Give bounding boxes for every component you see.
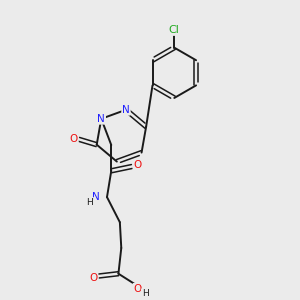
Text: H: H [142, 289, 148, 298]
Text: O: O [89, 273, 98, 283]
Text: N: N [98, 114, 105, 124]
Text: Cl: Cl [169, 25, 180, 35]
Text: N: N [122, 105, 130, 115]
Text: O: O [134, 284, 142, 294]
Text: O: O [70, 134, 78, 144]
Text: H: H [86, 198, 93, 207]
Text: N: N [92, 192, 100, 202]
Text: O: O [134, 160, 142, 170]
